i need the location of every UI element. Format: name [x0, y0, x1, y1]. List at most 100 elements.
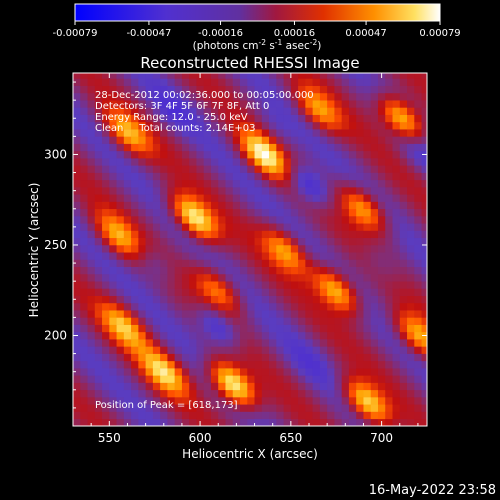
heatmap-cell: [210, 201, 219, 210]
heatmap-cell: [152, 143, 161, 152]
heatmap-cell: [269, 404, 277, 412]
heatmap-cell: [276, 310, 284, 318]
heatmap-cell: [305, 143, 313, 152]
heatmap-cell: [167, 143, 175, 152]
y-tick-label: 200: [44, 328, 67, 342]
heatmap-cell: [167, 310, 175, 318]
heatmap-cell: [407, 165, 415, 173]
heatmap-cell: [225, 187, 234, 195]
heatmap-cell: [348, 273, 357, 282]
heatmap-cell: [109, 389, 117, 398]
heatmap-cell: [269, 411, 277, 420]
heatmap-cell: [247, 317, 255, 325]
heatmap-cell: [283, 78, 292, 86]
heatmap-cell: [399, 216, 408, 224]
heatmap-cell: [399, 324, 408, 333]
heatmap-cell: [261, 165, 270, 173]
heatmap-cell: [276, 129, 284, 137]
heatmap-cell: [189, 136, 197, 144]
heatmap-cell: [283, 273, 292, 282]
heatmap-cell: [414, 201, 422, 210]
heatmap-cell: [305, 317, 313, 325]
heatmap-cell: [334, 310, 342, 318]
heatmap-cell: [80, 281, 88, 289]
heatmap-cell: [203, 230, 212, 239]
heatmap-cell: [174, 404, 183, 412]
heatmap-cell: [123, 150, 132, 159]
heatmap-cell: [87, 389, 96, 398]
heatmap-cell: [181, 100, 190, 108]
heatmap-cell: [116, 310, 125, 318]
heatmap-cell: [203, 121, 212, 130]
heatmap-cell: [319, 201, 328, 210]
heatmap-cell: [348, 78, 357, 86]
heatmap-cell: [348, 368, 357, 376]
heatmap-cell: [269, 92, 277, 101]
heatmap-cell: [421, 107, 427, 115]
heatmap-cell: [94, 310, 103, 318]
heatmap-cell: [414, 136, 422, 144]
heatmap-cell: [312, 353, 321, 362]
heatmap-cell: [298, 136, 306, 144]
heatmap-cell: [240, 129, 248, 137]
heatmap-cell: [334, 353, 342, 362]
heatmap-cell: [189, 179, 197, 188]
heatmap-cell: [203, 216, 212, 224]
heatmap-cell: [421, 136, 427, 144]
heatmap-cell: [392, 73, 401, 79]
heatmap-cell: [181, 187, 190, 195]
heatmap-cell: [94, 158, 103, 166]
heatmap-cell: [348, 353, 357, 362]
heatmap-cell: [319, 288, 328, 296]
heatmap-cell: [356, 230, 364, 239]
heatmap-cell: [210, 346, 219, 354]
heatmap-cell: [370, 368, 379, 376]
heatmap-cell: [319, 389, 328, 398]
heatmap-cell: [334, 107, 342, 115]
heatmap-cell: [312, 143, 321, 152]
heatmap-cell: [109, 252, 117, 260]
heatmap-cell: [123, 324, 132, 333]
heatmap-cell: [370, 194, 379, 202]
heatmap-cell: [181, 107, 190, 115]
heatmap-cell: [327, 324, 335, 333]
heatmap-cell: [385, 411, 393, 420]
heatmap-cell: [189, 331, 197, 340]
heatmap-cell: [254, 266, 263, 275]
heatmap-cell: [377, 353, 386, 362]
heatmap-cell: [290, 281, 299, 289]
heatmap-cell: [269, 331, 277, 340]
heatmap-cell: [225, 288, 234, 296]
heatmap-cell: [232, 92, 241, 101]
colorbar-tick-label: 0.00016: [274, 28, 315, 39]
heatmap-cell: [407, 281, 415, 289]
heatmap-cell: [218, 389, 226, 398]
heatmap-cell: [210, 288, 219, 296]
heatmap-cell: [247, 78, 255, 86]
heatmap-cell: [269, 324, 277, 333]
heatmap-cell: [247, 324, 255, 333]
heatmap-cell: [290, 375, 299, 383]
heatmap-cell: [377, 150, 386, 159]
heatmap-cell: [399, 295, 408, 304]
heatmap-cell: [225, 73, 234, 79]
heatmap-cell: [167, 302, 175, 311]
heatmap-cell: [319, 129, 328, 137]
heatmap-cell: [167, 216, 175, 224]
heatmap-cell: [181, 158, 190, 166]
heatmap-cell: [319, 158, 328, 166]
heatmap-cell: [414, 324, 422, 333]
heatmap-cell: [109, 150, 117, 159]
heatmap-cell: [210, 353, 219, 362]
heatmap-cell: [283, 317, 292, 325]
heatmap-cell: [232, 404, 241, 412]
heatmap-cell: [276, 85, 284, 94]
heatmap-cell: [80, 397, 88, 405]
heatmap-cell: [283, 129, 292, 137]
heatmap-cell: [232, 78, 241, 86]
heatmap-cell: [319, 100, 328, 108]
heatmap-cell: [109, 73, 117, 79]
heatmap-cell: [298, 165, 306, 173]
colorbar-tick-label: 0.00079: [419, 28, 460, 39]
heatmap-cell: [210, 143, 219, 152]
